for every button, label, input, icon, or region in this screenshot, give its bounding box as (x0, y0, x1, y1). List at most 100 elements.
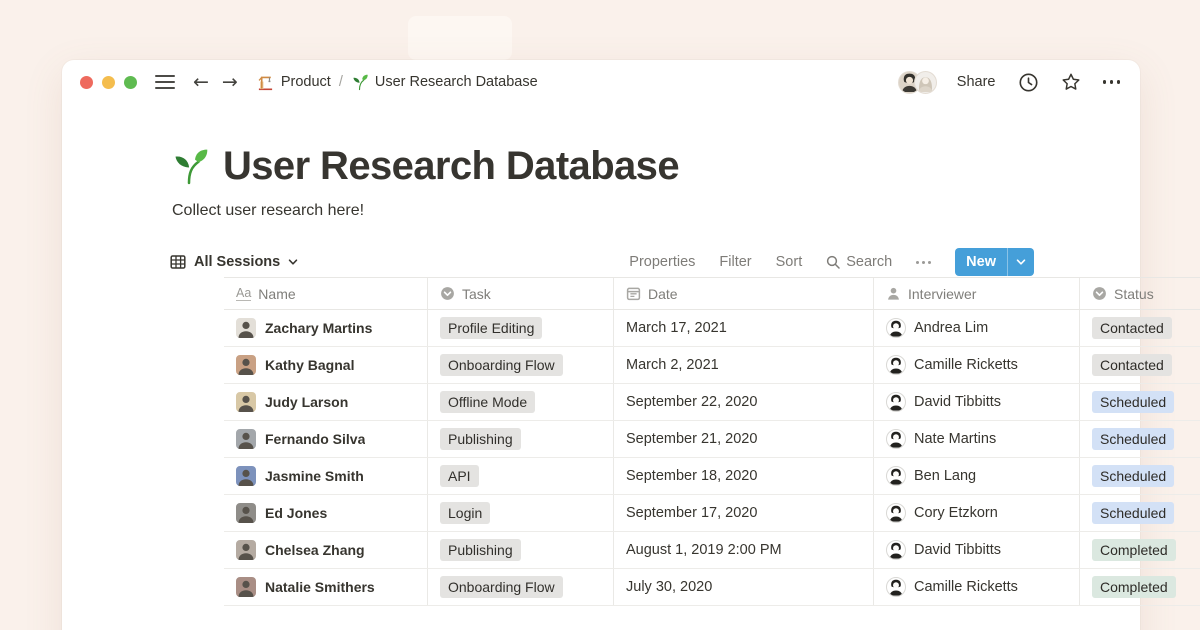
participant-name[interactable]: Natalie Smithers (265, 579, 375, 595)
date-cell[interactable]: August 1, 2019 2:00 PM (614, 532, 874, 568)
interviewer-cell[interactable]: Cory Etzkorn (874, 495, 1080, 531)
view-switcher[interactable]: All Sessions (170, 254, 298, 270)
favorite-star-icon[interactable] (1060, 71, 1082, 93)
name-cell[interactable]: Chelsea Zhang (224, 532, 428, 568)
minimize-window-button[interactable] (102, 75, 115, 89)
interviewer-cell[interactable]: Nate Martins (874, 421, 1080, 457)
close-window-button[interactable] (80, 75, 93, 89)
more-options-icon[interactable] (1102, 80, 1120, 84)
name-cell[interactable]: Judy Larson (224, 384, 428, 420)
status-cell[interactable]: Completed (1080, 569, 1200, 605)
interviewer-name[interactable]: Ben Lang (914, 468, 977, 484)
interviewer-cell[interactable]: David Tibbitts (874, 384, 1080, 420)
name-cell[interactable]: Ed Jones (224, 495, 428, 531)
status-badge[interactable]: Scheduled (1092, 428, 1175, 450)
status-badge[interactable]: Scheduled (1092, 391, 1175, 413)
interviewer-cell[interactable]: David Tibbitts (874, 532, 1080, 568)
interviewer-name[interactable]: Camille Ricketts (914, 579, 1018, 595)
task-cell[interactable]: Login (428, 495, 614, 531)
date-cell[interactable]: March 17, 2021 (614, 310, 874, 346)
participant-name[interactable]: Ed Jones (265, 505, 328, 521)
column-header-date[interactable]: Date (614, 278, 874, 309)
task-tag[interactable]: Login (440, 502, 491, 524)
toolbar-more-icon[interactable] (916, 260, 932, 264)
status-cell[interactable]: Scheduled (1080, 458, 1200, 494)
back-arrow-icon[interactable]: ← (193, 70, 209, 93)
seedling-icon (351, 74, 368, 91)
task-tag[interactable]: Offline Mode (440, 391, 536, 413)
date-cell[interactable]: July 30, 2020 (614, 569, 874, 605)
participant-name[interactable]: Zachary Martins (265, 320, 373, 336)
updates-clock-icon[interactable] (1018, 72, 1039, 93)
status-cell[interactable]: Contacted (1080, 347, 1200, 383)
status-badge[interactable]: Contacted (1092, 317, 1172, 339)
sort-button[interactable]: Sort (775, 254, 803, 270)
status-cell[interactable]: Scheduled (1080, 495, 1200, 531)
date-cell[interactable]: September 21, 2020 (614, 421, 874, 457)
interviewer-name[interactable]: Cory Etzkorn (914, 505, 998, 521)
participant-name[interactable]: Judy Larson (265, 394, 349, 410)
task-cell[interactable]: Publishing (428, 532, 614, 568)
participant-name[interactable]: Chelsea Zhang (265, 542, 365, 558)
forward-arrow-icon[interactable]: → (221, 70, 238, 93)
task-cell[interactable]: Offline Mode (428, 384, 614, 420)
properties-button[interactable]: Properties (629, 254, 696, 270)
interviewer-cell[interactable]: Camille Ricketts (874, 347, 1080, 383)
breadcrumb-item-product[interactable]: Product (257, 74, 331, 91)
status-badge[interactable]: Completed (1092, 576, 1176, 598)
column-header-interviewer[interactable]: Interviewer (874, 278, 1080, 309)
column-header-status[interactable]: Status (1080, 278, 1200, 309)
interviewer-name[interactable]: Andrea Lim (914, 320, 989, 336)
interviewer-name[interactable]: Nate Martins (914, 431, 997, 447)
status-cell[interactable]: Scheduled (1080, 421, 1200, 457)
status-cell[interactable]: Completed (1080, 532, 1200, 568)
date-cell[interactable]: September 18, 2020 (614, 458, 874, 494)
interviewer-name[interactable]: David Tibbitts (914, 542, 1002, 558)
new-button[interactable]: New (966, 254, 996, 270)
task-tag[interactable]: API (440, 465, 479, 487)
task-tag[interactable]: Onboarding Flow (440, 576, 563, 598)
status-badge[interactable]: Contacted (1092, 354, 1172, 376)
task-cell[interactable]: Onboarding Flow (428, 569, 614, 605)
status-cell[interactable]: Contacted (1080, 310, 1200, 346)
interviewer-cell[interactable]: Camille Ricketts (874, 569, 1080, 605)
task-cell[interactable]: Profile Editing (428, 310, 614, 346)
sidebar-menu-icon[interactable] (155, 75, 175, 89)
status-cell[interactable]: Scheduled (1080, 384, 1200, 420)
share-button[interactable]: Share (956, 74, 996, 90)
name-cell[interactable]: Natalie Smithers (224, 569, 428, 605)
task-cell[interactable]: Publishing (428, 421, 614, 457)
column-header-task[interactable]: Task (428, 278, 614, 309)
column-header-name[interactable]: Aa Name (224, 278, 428, 309)
task-tag[interactable]: Publishing (440, 428, 521, 450)
name-cell[interactable]: Zachary Martins (224, 310, 428, 346)
new-dropdown-button[interactable] (1008, 248, 1034, 276)
seedling-page-icon[interactable] (170, 148, 208, 186)
task-cell[interactable]: API (428, 458, 614, 494)
breadcrumb-separator: / (338, 74, 343, 90)
interviewer-name[interactable]: Camille Ricketts (914, 357, 1018, 373)
interviewer-name[interactable]: David Tibbitts (914, 394, 1002, 410)
name-cell[interactable]: Kathy Bagnal (224, 347, 428, 383)
interviewer-cell[interactable]: Ben Lang (874, 458, 1080, 494)
interviewer-cell[interactable]: Andrea Lim (874, 310, 1080, 346)
filter-button[interactable]: Filter (719, 254, 752, 270)
task-tag[interactable]: Onboarding Flow (440, 354, 563, 376)
participant-name[interactable]: Jasmine Smith (265, 468, 364, 484)
search-button[interactable]: Search (826, 254, 892, 270)
status-badge[interactable]: Scheduled (1092, 465, 1175, 487)
task-tag[interactable]: Publishing (440, 539, 521, 561)
name-cell[interactable]: Fernando Silva (224, 421, 428, 457)
date-cell[interactable]: September 17, 2020 (614, 495, 874, 531)
task-cell[interactable]: Onboarding Flow (428, 347, 614, 383)
name-cell[interactable]: Jasmine Smith (224, 458, 428, 494)
breadcrumb-item-page[interactable]: User Research Database (351, 74, 538, 91)
status-badge[interactable]: Completed (1092, 539, 1176, 561)
date-cell[interactable]: March 2, 2021 (614, 347, 874, 383)
task-tag[interactable]: Profile Editing (440, 317, 543, 339)
status-badge[interactable]: Scheduled (1092, 502, 1175, 524)
participant-name[interactable]: Kathy Bagnal (265, 357, 355, 373)
date-cell[interactable]: September 22, 2020 (614, 384, 874, 420)
participant-name[interactable]: Fernando Silva (265, 431, 366, 447)
zoom-window-button[interactable] (124, 75, 137, 89)
